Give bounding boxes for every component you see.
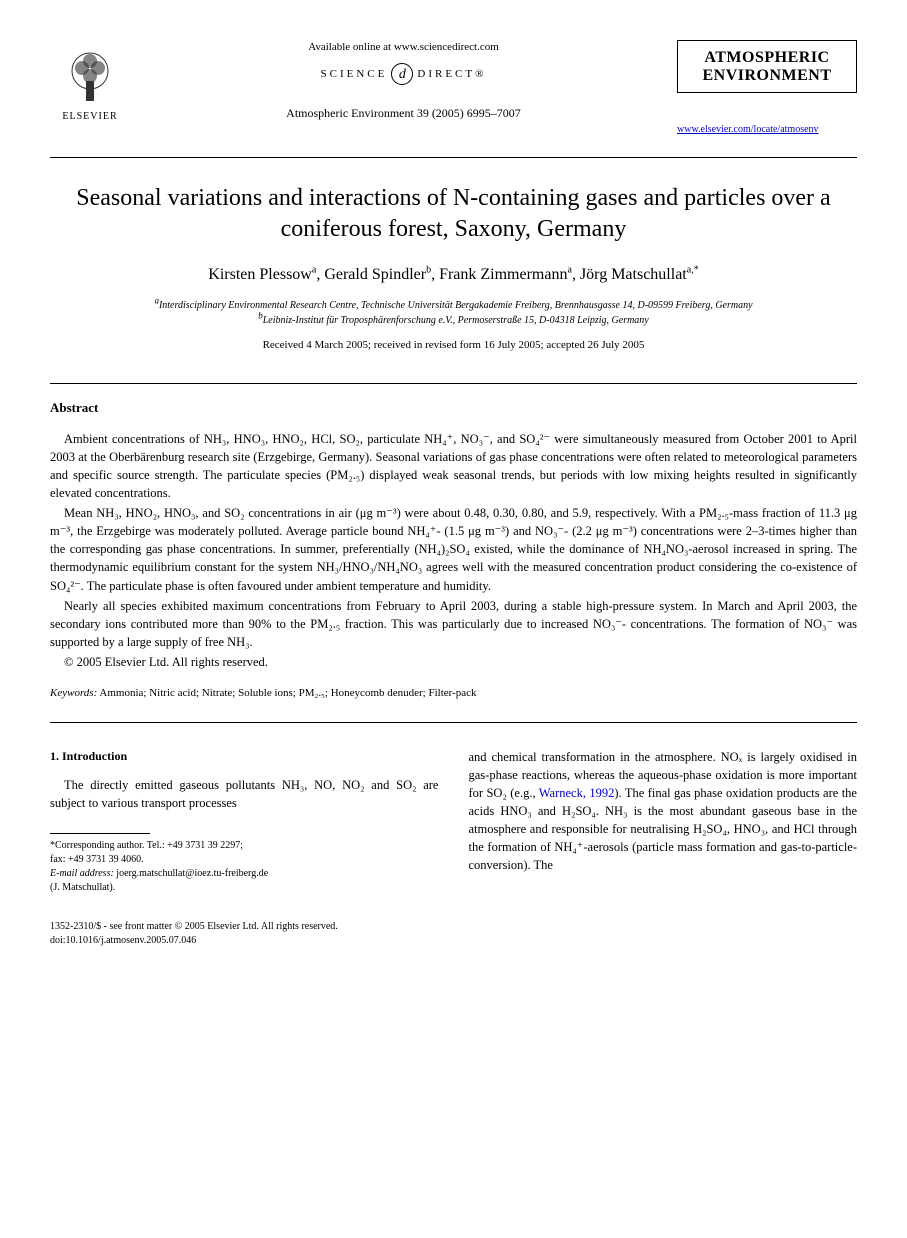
sd-text-right: DIRECT® — [417, 67, 486, 82]
journal-homepage-link[interactable]: www.elsevier.com/locate/atmosenv — [677, 123, 857, 137]
journal-box-container: ATMOSPHERIC ENVIRONMENT www.elsevier.com… — [677, 40, 857, 137]
footnote-divider — [50, 833, 150, 834]
available-online-text: Available online at www.sciencedirect.co… — [150, 40, 657, 55]
abstract-body: Ambient concentrations of NH₃, HNO₃, HNO… — [50, 430, 857, 672]
article-title: Seasonal variations and interactions of … — [50, 183, 857, 245]
footer-line1: 1352-2310/$ - see front matter © 2005 El… — [50, 920, 857, 934]
introduction-col1: The directly emitted gaseous pollutants … — [50, 776, 439, 812]
column-right: and chemical transformation in the atmos… — [469, 748, 858, 895]
header-row: ELSEVIER Available online at www.science… — [50, 40, 857, 137]
corresponding-author-footnote: *Corresponding author. Tel.: +49 3731 39… — [50, 839, 439, 895]
keywords: Keywords: Ammonia; Nitric acid; Nitrate;… — [50, 686, 857, 701]
sciencedirect-logo: SCIENCE d DIRECT® — [150, 63, 657, 85]
abstract-p3: Nearly all species exhibited maximum con… — [50, 597, 857, 651]
body-columns: 1. Introduction The directly emitted gas… — [50, 748, 857, 895]
page-footer: 1352-2310/$ - see front matter © 2005 El… — [50, 920, 857, 948]
abstract-p2: Mean NH₃, HNO₂, HNO₃, and SO₂ concentrat… — [50, 504, 857, 595]
abstract-top-divider — [50, 383, 857, 384]
sd-text-left: SCIENCE — [321, 67, 388, 82]
footnote-email-label: E-mail address: — [50, 868, 114, 879]
publisher-logo: ELSEVIER — [50, 40, 130, 130]
header-divider — [50, 157, 857, 158]
keywords-label: Keywords: — [50, 687, 97, 699]
journal-title-box: ATMOSPHERIC ENVIRONMENT — [677, 40, 857, 93]
abstract-copyright: © 2005 Elsevier Ltd. All rights reserved… — [50, 653, 857, 671]
affiliation-a: aInterdisciplinary Environmental Researc… — [50, 298, 857, 313]
affiliation-b: bLeibniz-Institut für Troposphärenforsch… — [50, 313, 857, 328]
sd-circle-icon: d — [391, 63, 413, 85]
publisher-name: ELSEVIER — [62, 110, 117, 124]
footer-line2: doi:10.1016/j.atmosenv.2005.07.046 — [50, 934, 857, 948]
journal-title-line2: ENVIRONMENT — [688, 67, 846, 85]
abstract-bottom-divider — [50, 722, 857, 723]
footnote-author: (J. Matschullat). — [50, 881, 439, 895]
introduction-heading: 1. Introduction — [50, 748, 439, 765]
center-header: Available online at www.sciencedirect.co… — [130, 40, 677, 122]
journal-reference: Atmospheric Environment 39 (2005) 6995–7… — [150, 105, 657, 122]
elsevier-tree-icon — [60, 46, 120, 106]
abstract-p1: Ambient concentrations of NH₃, HNO₃, HNO… — [50, 430, 857, 503]
affiliations: aInterdisciplinary Environmental Researc… — [50, 298, 857, 328]
journal-title-line1: ATMOSPHERIC — [688, 49, 846, 67]
authors-list: Kirsten Plessowa, Gerald Spindlerb, Fran… — [50, 264, 857, 286]
citation-link[interactable]: Warneck, 1992 — [539, 786, 615, 800]
column-left: 1. Introduction The directly emitted gas… — [50, 748, 439, 895]
footnote-corresponding: *Corresponding author. Tel.: +49 3731 39… — [50, 839, 439, 853]
footnote-email-address: joerg.matschullat@ioez.tu-freiberg.de — [116, 868, 268, 879]
footnote-fax: fax: +49 3731 39 4060. — [50, 853, 439, 867]
abstract-heading: Abstract — [50, 399, 857, 417]
introduction-col2: and chemical transformation in the atmos… — [469, 748, 858, 875]
keywords-text: Ammonia; Nitric acid; Nitrate; Soluble i… — [99, 687, 476, 699]
footnote-email-line: E-mail address: joerg.matschullat@ioez.t… — [50, 867, 439, 881]
article-dates: Received 4 March 2005; received in revis… — [50, 338, 857, 353]
